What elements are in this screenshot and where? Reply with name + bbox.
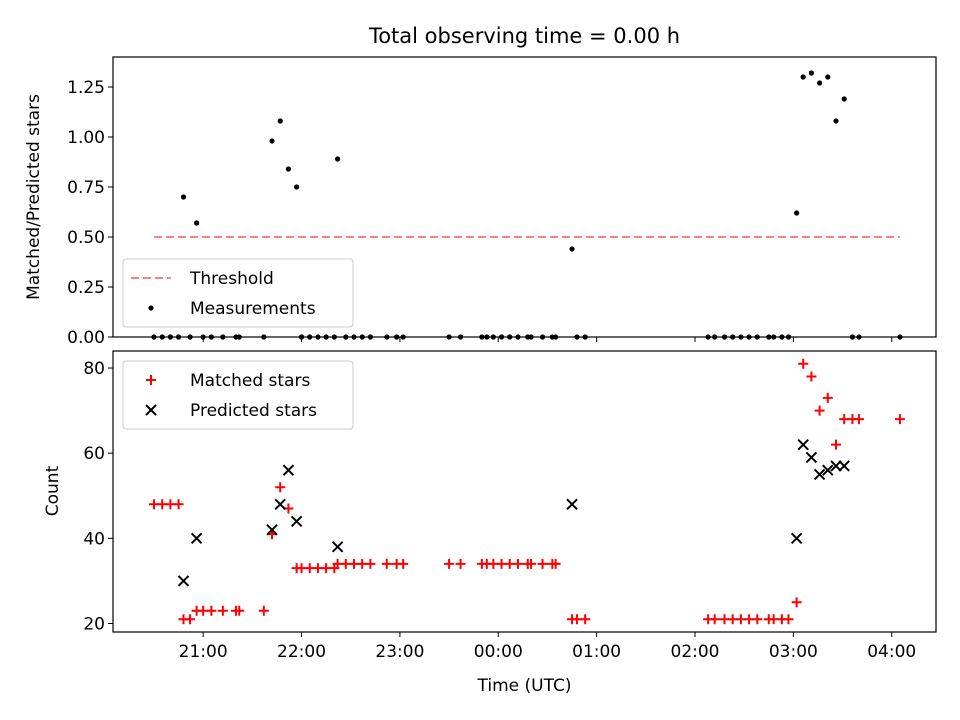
- legend-label: Predicted stars: [190, 401, 317, 421]
- matched-star-marker: [455, 558, 466, 569]
- measurement-point: [294, 184, 300, 190]
- bottom-series-predicted-stars: [177, 438, 850, 587]
- matched-star-marker: [526, 558, 537, 569]
- bottom-y-tick-label: 60: [83, 444, 105, 464]
- measurement-point: [794, 210, 800, 216]
- top-y-axis-label: Matched/Predicted stars: [24, 94, 44, 300]
- matched-star-marker: [806, 371, 817, 382]
- matched-star-marker: [580, 614, 591, 625]
- matched-star-marker: [830, 439, 841, 450]
- bottom-legend-box: [122, 360, 354, 430]
- measurement-point: [269, 138, 275, 144]
- measurement-point: [841, 96, 847, 102]
- predicted-star-marker: [805, 451, 818, 464]
- matched-star-marker: [234, 605, 245, 616]
- x-tick-label: 03:00: [769, 642, 818, 662]
- matched-star-marker: [381, 558, 392, 569]
- matched-star-marker: [752, 614, 763, 625]
- bottom-series-matched-stars: [148, 358, 905, 625]
- predicted-star-marker: [190, 532, 203, 545]
- legend-predicted-swatch: [145, 404, 157, 416]
- top-y-tick-label: 0.00: [67, 328, 105, 348]
- matched-star-marker: [822, 392, 833, 403]
- measurement-point: [194, 220, 200, 226]
- matched-star-marker: [398, 558, 409, 569]
- bottom-y-tick-label: 20: [83, 614, 105, 634]
- matched-star-marker: [512, 558, 523, 569]
- predicted-star-marker: [822, 464, 834, 476]
- top-legend: Threshold Measurements: [122, 258, 354, 328]
- predicted-star-marker: [797, 438, 809, 451]
- predicted-star-marker: [838, 460, 850, 472]
- matched-star-marker: [275, 482, 286, 493]
- bottom-y-tick-label: 40: [83, 529, 105, 549]
- top-y-tick-label: 0.50: [67, 228, 105, 248]
- top-y-tick-label: 0.75: [67, 178, 105, 198]
- bottom-plot-frame: [112, 350, 937, 633]
- predicted-star-marker: [830, 460, 842, 472]
- matched-star-marker: [217, 605, 228, 616]
- legend-label: Matched stars: [190, 371, 310, 391]
- top-y-tick-label: 1.25: [67, 78, 105, 98]
- predicted-star-marker: [331, 541, 344, 553]
- bottom-y-tick-label: 80: [83, 359, 105, 379]
- measurement-point: [569, 246, 575, 252]
- x-tick-label: 04:00: [867, 642, 916, 662]
- measurement-point: [816, 80, 823, 86]
- top-chart-title: Total observing time = 0.00 h: [368, 24, 680, 48]
- predicted-star-marker: [790, 532, 803, 545]
- predicted-star-marker: [266, 524, 278, 536]
- top-y-tick-label: 1.00: [67, 128, 105, 148]
- bottom-legend: Matched stars Predicted stars: [122, 360, 354, 430]
- measurement-point: [808, 70, 815, 76]
- legend-label: Threshold: [189, 269, 274, 289]
- measurement-point: [285, 166, 292, 172]
- predicted-star-marker: [566, 498, 578, 510]
- matched-star-marker: [444, 558, 455, 569]
- matched-star-marker: [814, 405, 825, 416]
- matched-star-marker: [365, 558, 376, 569]
- top-plot-frame: [112, 56, 937, 338]
- x-tick-label: 02:00: [671, 642, 720, 662]
- predicted-star-marker: [177, 575, 190, 587]
- bottom-plot: Count Time (UTC) 20 40 60 80 21:00 22:00 23:00…: [43, 350, 937, 696]
- measurement-point: [277, 118, 283, 124]
- matched-star-marker: [537, 558, 548, 569]
- matched-star-marker: [798, 358, 809, 369]
- measurement-point: [335, 156, 341, 162]
- matched-star-marker: [185, 614, 196, 625]
- top-plot: Matched/Predicted stars 0.00 0.25 0.50 0.75…: [24, 56, 937, 348]
- legend-matched-swatch: [146, 375, 156, 385]
- matched-star-marker: [709, 614, 720, 625]
- matched-star-marker: [550, 558, 561, 569]
- legend-measurement-swatch: [148, 305, 154, 311]
- matched-star-marker: [173, 499, 184, 510]
- top-legend-box: [122, 258, 354, 328]
- x-tick-label: 01:00: [572, 642, 621, 662]
- predicted-star-marker: [813, 468, 826, 481]
- x-axis-label: Time (UTC): [477, 676, 572, 696]
- x-tick-label: 23:00: [375, 642, 424, 662]
- matched-star-marker: [894, 414, 905, 425]
- x-tick-label: 00:00: [474, 642, 523, 662]
- matched-star-marker: [853, 414, 864, 425]
- measurement-point: [180, 194, 187, 200]
- predicted-star-marker: [274, 498, 286, 510]
- x-tick-label: 22:00: [277, 642, 326, 662]
- bottom-y-axis-label: Count: [43, 465, 63, 516]
- predicted-star-marker: [282, 464, 295, 476]
- matched-star-marker: [791, 597, 802, 608]
- x-tick-label: 21:00: [179, 642, 228, 662]
- predicted-star-marker: [290, 515, 303, 528]
- matched-star-marker: [258, 605, 269, 616]
- matched-star-marker: [783, 614, 794, 625]
- top-y-tick-label: 0.25: [67, 278, 105, 298]
- measurement-point: [833, 118, 839, 124]
- measurement-point: [800, 74, 806, 80]
- legend-label: Measurements: [190, 299, 316, 319]
- matched-star-marker: [206, 605, 217, 616]
- measurement-point: [825, 74, 831, 80]
